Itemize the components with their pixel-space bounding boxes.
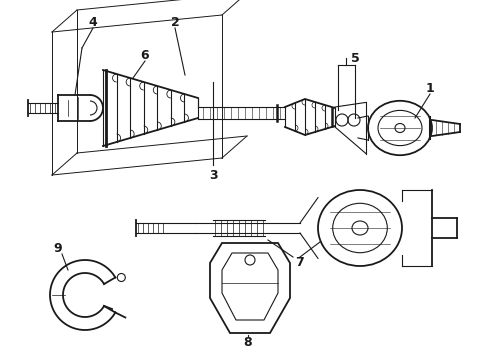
Text: 6: 6	[141, 49, 149, 62]
Text: 7: 7	[295, 256, 304, 269]
Text: 1: 1	[426, 81, 434, 95]
Ellipse shape	[318, 190, 402, 266]
Text: 2: 2	[171, 15, 179, 28]
Text: 3: 3	[209, 168, 217, 181]
Text: 8: 8	[244, 336, 252, 348]
Text: 9: 9	[54, 242, 62, 255]
Text: 5: 5	[351, 51, 359, 64]
Text: 4: 4	[89, 15, 98, 28]
